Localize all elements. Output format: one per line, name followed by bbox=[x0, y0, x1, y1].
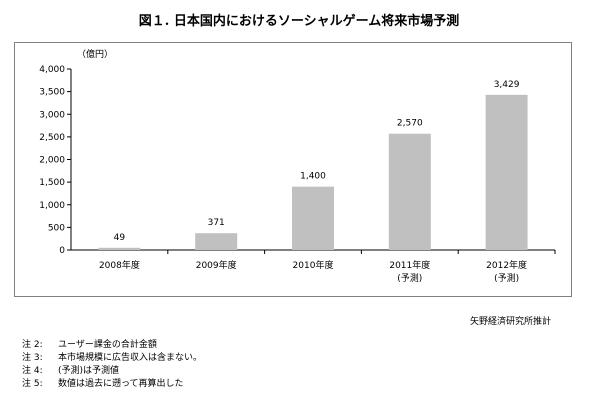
y-tick-label: 500 bbox=[48, 223, 65, 233]
bar bbox=[485, 94, 528, 250]
x-tick-label: (予測) bbox=[494, 272, 519, 284]
bar bbox=[388, 133, 431, 250]
chart-title: 図１. 日本国内におけるソーシャルゲーム将来市場予測 bbox=[138, 14, 460, 29]
bar bbox=[98, 247, 141, 250]
note-text: (予測)は予測値 bbox=[58, 366, 120, 376]
note-text: ユーザー課金の合計金額 bbox=[58, 340, 157, 350]
x-tick-label: 2009年度 bbox=[196, 259, 237, 271]
bar bbox=[292, 186, 334, 250]
y-tick-label: 1,500 bbox=[39, 178, 65, 188]
x-tick-label: 2010年度 bbox=[293, 259, 334, 271]
note-text: 本市場規模に広告収入は含まない。 bbox=[58, 353, 203, 363]
chart-area: （億円） 0 500 1,000 1,500 2,000 2,500 3,000 3,500 4,… bbox=[14, 42, 572, 297]
note-item: 注 4: (予測)は予測値 bbox=[22, 365, 202, 378]
y-tick-label: 2,000 bbox=[39, 156, 65, 166]
y-tick-label: 4,000 bbox=[39, 65, 65, 75]
y-tick-label: 3,000 bbox=[39, 110, 65, 120]
notes-list: 注 2: ユーザー課金の合計金額注 3: 本市場規模に広告収入は含まない。注 4: (… bbox=[22, 339, 202, 391]
y-tick-label: 2,500 bbox=[39, 133, 65, 143]
x-tick-label: 2012年度 bbox=[486, 259, 527, 271]
note-text: 数値は過去に遡って再算出した bbox=[58, 379, 184, 389]
note-label: 注 2: bbox=[22, 340, 43, 350]
data-label: 1,400 bbox=[300, 172, 326, 182]
data-label: 3,429 bbox=[494, 80, 520, 90]
note-item: 注 3: 本市場規模に広告収入は含まない。 bbox=[22, 352, 202, 365]
data-label: 49 bbox=[114, 233, 126, 243]
x-tick-label: 2011年度 bbox=[389, 259, 430, 271]
note-item: 注 2: ユーザー課金の合計金額 bbox=[22, 339, 202, 352]
note-label: 注 3: bbox=[22, 353, 43, 363]
note-label: 注 4: bbox=[22, 366, 43, 376]
y-unit-label: （億円） bbox=[77, 48, 113, 60]
y-tick-label: 3,500 bbox=[39, 88, 65, 98]
y-tick-label: 0 bbox=[59, 246, 65, 256]
data-label: 371 bbox=[208, 218, 225, 228]
bar bbox=[195, 233, 238, 250]
bar-chart: （億円） 0 500 1,000 1,500 2,000 2,500 3,000 3,500 4,… bbox=[39, 48, 556, 284]
x-tick-label: (予測) bbox=[397, 272, 422, 284]
note-label: 注 5: bbox=[22, 379, 43, 389]
note-item: 注 5: 数値は過去に遡って再算出した bbox=[22, 378, 202, 391]
x-tick-label: 2008年度 bbox=[99, 259, 140, 271]
data-label: 2,570 bbox=[397, 119, 423, 129]
source-note: 矢野経済研究所推計 bbox=[470, 317, 552, 327]
y-tick-label: 1,000 bbox=[39, 201, 65, 211]
